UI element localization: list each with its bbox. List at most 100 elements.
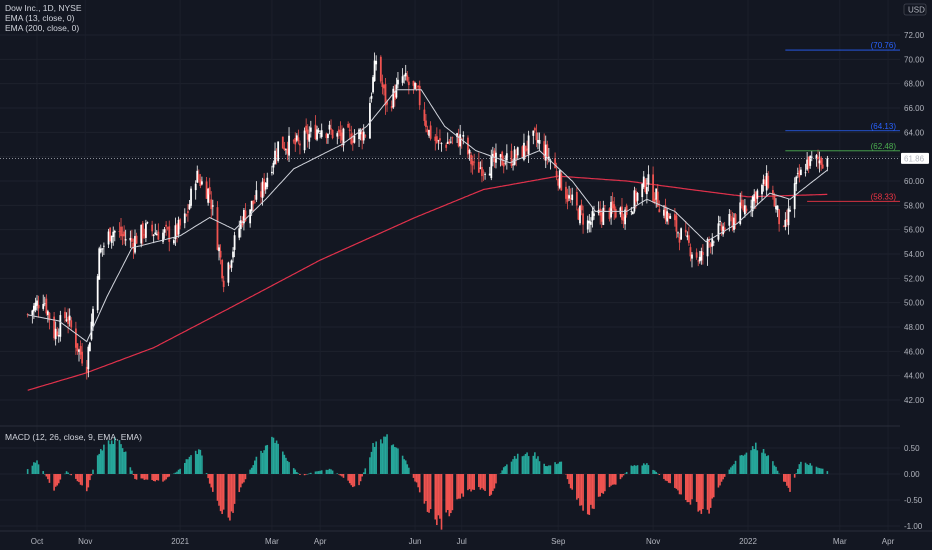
macd-bar — [478, 474, 480, 487]
price-axis-tick: 56.00 — [904, 226, 925, 235]
ema-slow-legend[interactable]: EMA (200, close, 0) — [5, 23, 80, 33]
macd-bar — [64, 473, 66, 475]
candle-body — [656, 191, 659, 207]
macd-bar — [764, 453, 766, 474]
macd-bar — [425, 474, 427, 502]
candle-body — [614, 208, 617, 218]
macd-bar — [775, 466, 777, 474]
candle-body — [630, 211, 633, 212]
candle-body — [719, 220, 721, 223]
candle-body — [121, 234, 124, 237]
macd-bar — [566, 474, 569, 480]
candle-body — [37, 304, 40, 309]
candle-body — [652, 174, 654, 202]
macd-bar — [81, 474, 83, 486]
last-price-tag-text: 61.86 — [904, 154, 925, 163]
candle-body — [613, 204, 616, 211]
macd-bar — [691, 474, 693, 500]
macd-bar — [702, 474, 704, 510]
macd-bar — [375, 441, 377, 474]
macd-bar — [285, 457, 287, 474]
candle-body — [196, 170, 199, 183]
candle-body — [700, 251, 703, 261]
macd-bar — [327, 469, 329, 474]
macd-bar — [745, 452, 748, 474]
candle-body — [129, 237, 132, 241]
macd-bar — [168, 474, 171, 477]
candle-body — [85, 366, 88, 373]
candle-body — [799, 169, 802, 176]
macd-bar — [739, 455, 742, 474]
candle-body — [778, 209, 781, 225]
level-label: (62.48) — [871, 142, 897, 151]
candle-body — [154, 232, 157, 235]
macd-bar — [146, 474, 149, 480]
candle-body — [510, 150, 513, 166]
candle-body — [439, 138, 441, 141]
candle-body — [446, 141, 449, 144]
candle-body — [448, 141, 451, 144]
candle-body — [477, 161, 480, 173]
candle-body — [664, 205, 667, 220]
candle-body — [526, 148, 528, 151]
macd-bar — [308, 473, 311, 474]
macd-bar — [549, 465, 552, 474]
macd-bar — [446, 474, 449, 511]
macd-bar — [176, 471, 178, 474]
macd-bar — [730, 467, 732, 474]
candle-body — [249, 209, 252, 224]
macd-bar — [417, 474, 419, 488]
candle-body — [210, 199, 213, 210]
macd-bar — [185, 459, 188, 474]
macd-bar — [201, 455, 203, 474]
time-axis-tick: 2021 — [171, 537, 189, 546]
candle-body — [314, 124, 317, 140]
candle-body — [183, 213, 186, 224]
macd-bar — [67, 472, 69, 474]
candle-body — [271, 171, 273, 174]
candle-body — [451, 137, 454, 139]
currency-badge[interactable] — [903, 3, 927, 16]
candle-body — [473, 161, 476, 163]
candle-body — [798, 170, 801, 178]
macd-bar — [436, 474, 438, 526]
macd-bar — [314, 471, 317, 474]
macd-bar — [479, 474, 482, 490]
candle-body — [261, 181, 264, 198]
candle-body — [684, 229, 687, 233]
candle-body — [728, 214, 731, 226]
price-axis-tick: 46.00 — [904, 347, 925, 356]
candle-body — [379, 56, 382, 82]
macd-bar — [154, 474, 157, 482]
macd-bar — [462, 474, 465, 497]
macd-bar — [473, 474, 475, 490]
macd-bar — [750, 450, 752, 474]
macd-bar — [336, 473, 339, 474]
macd-legend[interactable]: MACD (12, 26, close, 9, EMA, EMA) — [5, 432, 142, 442]
macd-bar — [157, 474, 160, 481]
macd-bar — [820, 468, 822, 474]
ema-fast-legend[interactable]: EMA (13, close, 0) — [5, 13, 75, 23]
macd-bar — [310, 472, 312, 474]
candle-body — [493, 150, 496, 163]
macd-bar — [249, 469, 251, 474]
macd-bar — [610, 474, 612, 486]
candle-body — [292, 140, 295, 142]
candle-body — [54, 328, 57, 340]
candle-body — [68, 315, 71, 321]
candle-body — [806, 159, 809, 170]
candle-body — [187, 211, 189, 213]
macd-bar — [712, 474, 715, 498]
macd-bar — [516, 453, 519, 474]
macd-bar — [688, 474, 690, 503]
time-axis-tick: Mar — [833, 537, 847, 546]
macd-bar — [784, 474, 787, 482]
candle-body — [216, 207, 219, 250]
candle-body — [776, 205, 779, 211]
candle-body — [151, 224, 154, 232]
candle-body — [140, 224, 143, 244]
macd-bar — [43, 474, 46, 475]
ema-200-line — [27, 175, 828, 391]
